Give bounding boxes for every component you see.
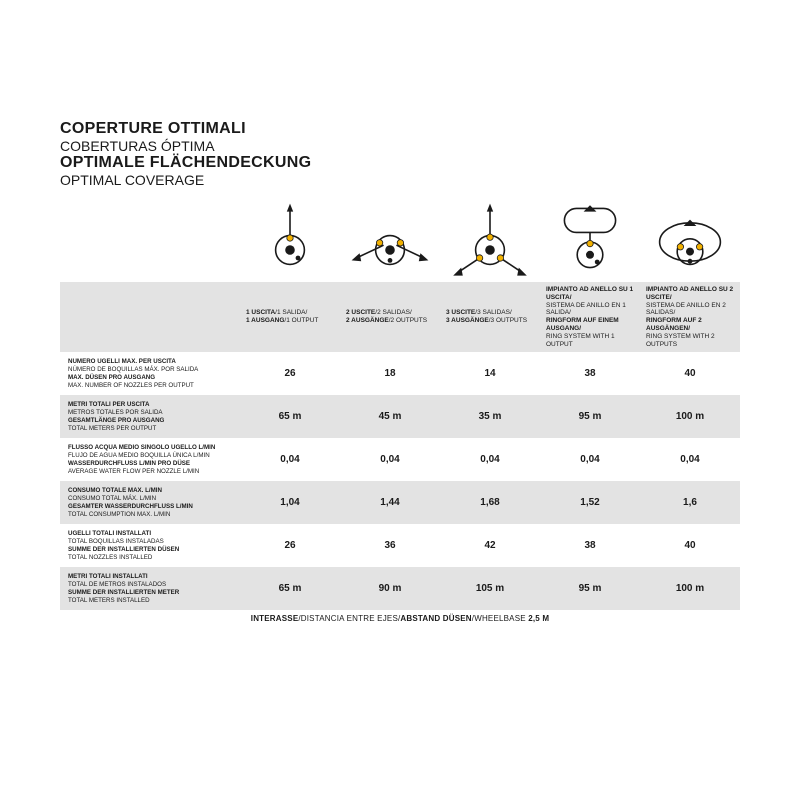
- diagram-3-outputs: [440, 196, 540, 282]
- pump-ring-1-icon: [550, 202, 630, 282]
- cell-value: 0,04: [540, 438, 640, 481]
- row-label: UGELLI TOTALI INSTALLATITOTAL BOQUILLAS …: [60, 524, 240, 567]
- row-label: FLUSSO ACQUA MEDIO SINGOLO UGELLO L/MINF…: [60, 438, 240, 481]
- col-header-2: 2 USCITE/2 SALIDAS/ 2 AUSGÄNGE/2 OUTPUTS: [340, 282, 440, 352]
- cell-value: 1,52: [540, 481, 640, 524]
- col-header-1: 1 USCITA/1 SALIDA/ 1 AUSGANG/1 OUTPUT: [240, 282, 340, 352]
- diagram-spacer: [60, 202, 240, 282]
- title-it: COPERTURE OTTIMALI: [60, 120, 740, 138]
- diagram-ring-2: [640, 196, 740, 282]
- cell-value: 1,6: [640, 481, 740, 524]
- cell-value: 90 m: [340, 567, 440, 610]
- footer-note: INTERASSE/DISTANCIA ENTRE EJES/ABSTAND D…: [60, 614, 740, 623]
- cell-value: 0,04: [240, 438, 340, 481]
- title-block: COPERTURE OTTIMALI COBERTURAS ÓPTIMA OPT…: [60, 120, 740, 188]
- cell-value: 36: [340, 524, 440, 567]
- spec-table: 1 USCITA/1 SALIDA/ 1 AUSGANG/1 OUTPUT 2 …: [60, 282, 740, 610]
- table-row: FLUSSO ACQUA MEDIO SINGOLO UGELLO L/MINF…: [60, 438, 740, 481]
- row-label: CONSUMO TOTALE MAX. L/MINCONSUMO TOTAL M…: [60, 481, 240, 524]
- table-row: CONSUMO TOTALE MAX. L/MINCONSUMO TOTAL M…: [60, 481, 740, 524]
- cell-value: 105 m: [440, 567, 540, 610]
- cell-value: 1,68: [440, 481, 540, 524]
- pump-1-output-icon: [250, 202, 330, 282]
- col-header-3: 3 USCITE/3 SALIDAS/ 3 AUSGÄNGE/3 OUTPUTS: [440, 282, 540, 352]
- col-header-4: IMPIANTO AD ANELLO SU 1 USCITA/SISTEMA D…: [540, 282, 640, 352]
- row-label: METRI TOTALI PER USCITAMETROS TOTALES PO…: [60, 395, 240, 438]
- cell-value: 26: [240, 352, 340, 395]
- cell-value: 0,04: [440, 438, 540, 481]
- cell-value: 65 m: [240, 567, 340, 610]
- cell-value: 45 m: [340, 395, 440, 438]
- diagram-row: [60, 196, 740, 282]
- table-header-row: 1 USCITA/1 SALIDA/ 1 AUSGANG/1 OUTPUT 2 …: [60, 282, 740, 352]
- pump-ring-2-icon: [650, 202, 730, 282]
- cell-value: 0,04: [640, 438, 740, 481]
- cell-value: 35 m: [440, 395, 540, 438]
- diagram-2-outputs: [340, 196, 440, 282]
- diagram-ring-1: [540, 196, 640, 282]
- cell-value: 18: [340, 352, 440, 395]
- title-es: COBERTURAS ÓPTIMA: [60, 138, 740, 154]
- table-row: METRI TOTALI INSTALLATITOTAL DE METROS I…: [60, 567, 740, 610]
- table-row: NUMERO UGELLI MAX. PER USCITANÚMERO DE B…: [60, 352, 740, 395]
- cell-value: 95 m: [540, 567, 640, 610]
- table-row: METRI TOTALI PER USCITAMETROS TOTALES PO…: [60, 395, 740, 438]
- cell-value: 100 m: [640, 567, 740, 610]
- cell-value: 0,04: [340, 438, 440, 481]
- cell-value: 1,44: [340, 481, 440, 524]
- cell-value: 42: [440, 524, 540, 567]
- cell-value: 95 m: [540, 395, 640, 438]
- diagram-1-output: [240, 196, 340, 282]
- table-row: UGELLI TOTALI INSTALLATITOTAL BOQUILLAS …: [60, 524, 740, 567]
- cell-value: 38: [540, 524, 640, 567]
- col-header-5: IMPIANTO AD ANELLO SU 2 USCITE/SISTEMA D…: [640, 282, 740, 352]
- cell-value: 40: [640, 352, 740, 395]
- page: COPERTURE OTTIMALI COBERTURAS ÓPTIMA OPT…: [0, 0, 800, 663]
- row-label: NUMERO UGELLI MAX. PER USCITANÚMERO DE B…: [60, 352, 240, 395]
- pump-3-outputs-icon: [450, 202, 530, 282]
- pump-2-outputs-icon: [350, 202, 430, 282]
- cell-value: 14: [440, 352, 540, 395]
- row-label: METRI TOTALI INSTALLATITOTAL DE METROS I…: [60, 567, 240, 610]
- title-en: OPTIMAL COVERAGE: [60, 172, 740, 188]
- cell-value: 26: [240, 524, 340, 567]
- cell-value: 1,04: [240, 481, 340, 524]
- header-empty: [60, 282, 240, 352]
- cell-value: 40: [640, 524, 740, 567]
- cell-value: 100 m: [640, 395, 740, 438]
- cell-value: 65 m: [240, 395, 340, 438]
- cell-value: 38: [540, 352, 640, 395]
- title-de: OPTIMALE FLÄCHENDECKUNG: [60, 154, 740, 172]
